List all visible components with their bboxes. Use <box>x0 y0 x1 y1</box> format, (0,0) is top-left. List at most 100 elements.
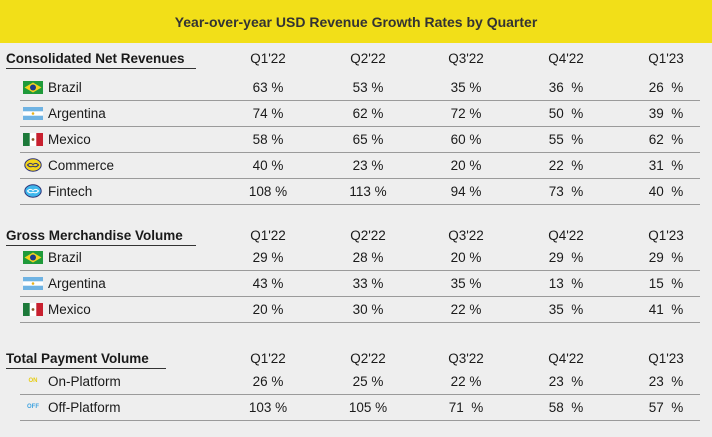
row-name: Off-Platform <box>48 399 121 415</box>
row-label: Argentina <box>22 270 106 296</box>
growth-value: 29 % <box>252 249 284 265</box>
header-underline <box>6 68 196 69</box>
growth-value: 43 % <box>252 275 284 291</box>
mexico-flag-icon <box>22 302 44 316</box>
mexico-flag-icon <box>22 132 44 146</box>
growth-value: 23 % <box>352 157 384 173</box>
growth-value: 28 % <box>352 249 384 265</box>
growth-value: 35 % <box>450 275 482 291</box>
table-row: Commerce 40 % 23 % 20 % 22 % 31 % <box>0 152 712 178</box>
growth-value: 35 % <box>450 79 482 95</box>
row-label: Mexico <box>22 296 91 322</box>
table-row: Argentina 74 % 62 % 72 % 50 % 39 % <box>0 100 712 126</box>
row-divider <box>20 126 700 127</box>
row-divider <box>20 204 700 205</box>
header-underline <box>6 245 196 246</box>
growth-value: 36 % <box>548 79 584 95</box>
row-name: Commerce <box>48 157 115 173</box>
growth-value: 20 % <box>450 157 482 173</box>
row-label: ON On-Platform <box>22 368 121 394</box>
row-name: Argentina <box>48 105 106 121</box>
growth-value: 29 % <box>648 249 684 265</box>
section-header: Consolidated Net Revenues Q1'22 Q2'22 Q3'22… <box>0 44 712 68</box>
row-label: OFF Off-Platform <box>22 394 121 420</box>
section-label: Gross Merchandise Volume <box>6 228 183 243</box>
quarter-header: Q4'22 <box>548 351 584 366</box>
growth-value: 22 % <box>450 373 482 389</box>
growth-value: 108 % <box>248 183 288 199</box>
growth-value: 58 % <box>252 131 284 147</box>
brazil-flag-icon <box>22 80 44 94</box>
growth-value: 113 % <box>349 183 387 199</box>
argentina-flag-icon <box>22 276 44 290</box>
row-divider <box>20 322 700 323</box>
row-name: On-Platform <box>48 373 121 389</box>
growth-value: 41 % <box>648 301 684 317</box>
growth-value: 73 % <box>548 183 584 199</box>
growth-value: 25 % <box>352 373 384 389</box>
section-label: Total Payment Volume <box>6 351 149 366</box>
growth-value: 30 % <box>352 301 384 317</box>
row-label: Commerce <box>22 152 114 178</box>
growth-value: 105 % <box>348 399 388 415</box>
growth-value: 20 % <box>450 249 482 265</box>
row-divider <box>20 178 700 179</box>
quarter-header: Q1'23 <box>648 51 684 66</box>
growth-value: 94 % <box>450 183 482 199</box>
growth-value: 39 % <box>648 105 684 121</box>
row-label: Argentina <box>22 100 106 126</box>
quarter-header: Q4'22 <box>548 51 584 66</box>
growth-value: 40 % <box>252 157 284 173</box>
section-label: Consolidated Net Revenues <box>6 51 185 66</box>
icon-text: OFF <box>27 404 39 410</box>
section-header: Total Payment Volume Q1'22 Q2'22 Q3'22 Q4'22… <box>0 344 712 368</box>
growth-value: 15 % <box>648 275 684 291</box>
growth-value: 63 % <box>252 79 284 95</box>
row-divider <box>20 420 700 421</box>
argentina-flag-icon <box>22 106 44 120</box>
growth-value: 65 % <box>352 131 384 147</box>
growth-value: 31 % <box>648 157 684 173</box>
quarter-header: Q2'22 <box>350 351 386 366</box>
row-divider <box>20 270 700 271</box>
table-row: Brazil 29 % 28 % 20 % 29 % 29 % <box>0 244 712 270</box>
growth-value: 58 % <box>548 399 584 415</box>
growth-value: 26 % <box>252 373 284 389</box>
growth-value: 35 % <box>548 301 584 317</box>
commerce-icon <box>22 158 44 172</box>
icon-text: ON <box>28 378 38 384</box>
growth-value: 62 % <box>352 105 384 121</box>
row-name: Mexico <box>48 131 91 147</box>
table-title: Year-over-year USD Revenue Growth Rates … <box>0 0 712 43</box>
quarter-header: Q1'23 <box>648 351 684 366</box>
growth-value: 74 % <box>252 105 284 121</box>
growth-value: 40 % <box>648 183 684 199</box>
row-divider <box>20 296 700 297</box>
table-row: OFF Off-Platform 103 % 105 % 71 % 58 % 57 % <box>0 394 712 420</box>
quarter-header: Q2'22 <box>350 51 386 66</box>
row-name: Brazil <box>48 79 82 95</box>
growth-value: 13 % <box>548 275 584 291</box>
growth-value: 72 % <box>450 105 482 121</box>
table-row: Mexico 58 % 65 % 60 % 55 % 62 % <box>0 126 712 152</box>
row-label: Mexico <box>22 126 91 152</box>
quarter-header: Q3'22 <box>448 51 484 66</box>
growth-value: 71 % <box>448 399 484 415</box>
growth-value: 60 % <box>450 131 482 147</box>
growth-value: 22 % <box>548 157 584 173</box>
table-row: Mexico 20 % 30 % 22 % 35 % 41 % <box>0 296 712 322</box>
row-name: Mexico <box>48 301 91 317</box>
growth-value: 50 % <box>548 105 584 121</box>
header-underline <box>6 368 166 369</box>
growth-value: 23 % <box>548 373 584 389</box>
table-row: Brazil 63 % 53 % 35 % 36 % 26 % <box>0 74 712 100</box>
row-divider <box>20 152 700 153</box>
growth-value: 20 % <box>252 301 284 317</box>
row-name: Argentina <box>48 275 106 291</box>
off-platform-icon: OFF <box>22 400 44 414</box>
growth-value: 62 % <box>648 131 684 147</box>
quarter-header: Q1'23 <box>648 228 684 243</box>
quarter-header: Q2'22 <box>350 228 386 243</box>
on-platform-icon: ON <box>22 374 44 388</box>
